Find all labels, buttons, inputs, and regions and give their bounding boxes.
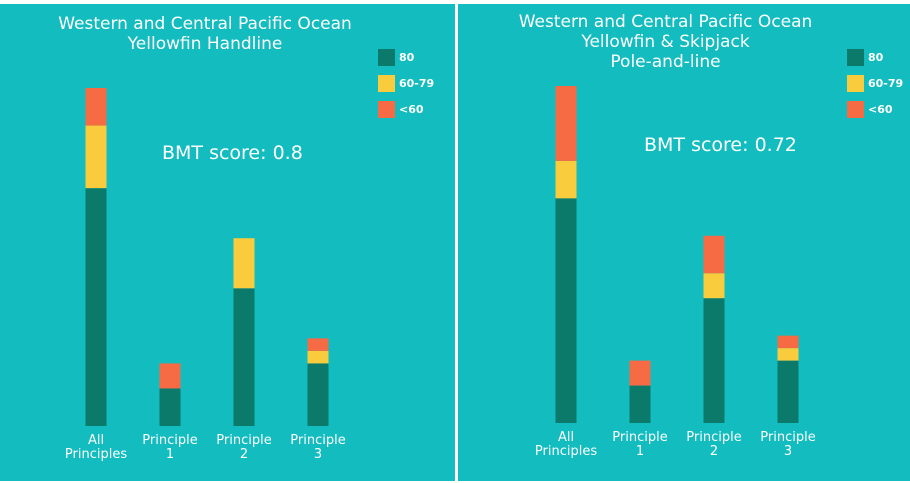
bar-segment-80-1: [555, 198, 577, 423]
legend-label-60-79: 60-79: [399, 76, 435, 90]
bar-segment-80-2: [159, 388, 181, 426]
bar-segment-lt60-4: [777, 335, 799, 349]
x-tick-label-4: Principle 3: [290, 433, 346, 462]
bar-segment-60-79-3: [233, 238, 255, 289]
chart-panel-right: Western and Central Pacific Ocean Yellow…: [458, 4, 910, 481]
chart-title: Western and Central Pacific Ocean Yellow…: [40, 14, 370, 54]
bar-segment-lt60-3: [703, 235, 725, 274]
bar-segment-80-2: [629, 385, 651, 423]
legend-swatch-80: [847, 48, 864, 66]
legend-swatch-80: [378, 48, 395, 66]
legend-label-80: 80: [399, 50, 415, 64]
bar-segment-80-1: [85, 188, 107, 426]
bmt-score-annotation: BMT score: 0.8: [162, 142, 303, 164]
legend-item-80: 80: [378, 44, 434, 70]
legend-swatch-60-79: [378, 74, 395, 92]
chart-title-line-2: Yellowfin Handline: [127, 34, 283, 54]
x-tick-label-1: All Principles: [534, 430, 598, 459]
bar-segment-80-4: [307, 363, 329, 426]
bar-segment-60-79-4: [777, 348, 799, 361]
legend-item-lt60: <60: [378, 96, 434, 122]
bar-segment-lt60-1: [85, 88, 107, 126]
bar-segment-80-4: [777, 360, 799, 423]
legend-label-lt60: <60: [868, 102, 893, 116]
bar-segment-80-3: [703, 298, 725, 423]
legend-swatch-lt60: [378, 100, 395, 118]
bar-segment-60-79-1: [555, 160, 577, 199]
chart-title: Western and Central Pacific Ocean Yellow…: [498, 12, 833, 72]
bar-segment-60-79-4: [307, 350, 329, 364]
bar-segment-lt60-1: [555, 86, 577, 161]
x-tick-label-3: Principle 2: [216, 433, 272, 462]
stacked-bar-chart: [555, 86, 799, 423]
bar-segment-lt60-4: [307, 338, 329, 351]
stacked-bar-chart: [85, 88, 329, 426]
bar-segment-lt60-2: [159, 363, 181, 389]
bar-segment-60-79-1: [85, 125, 107, 189]
bar-segment-lt60-2: [629, 360, 651, 386]
chart-panel-left: Western and Central Pacific Ocean Yellow…: [0, 4, 455, 481]
legend-label-60-79: 60-79: [868, 76, 904, 90]
x-tick-label-2: Principle 1: [612, 430, 668, 459]
legend-swatch-lt60: [847, 100, 864, 118]
x-tick-label-2: Principle 1: [142, 433, 198, 462]
x-tick-label-3: Principle 2: [686, 430, 742, 459]
chart-title-line-1: Western and Central Pacific Ocean: [518, 12, 813, 32]
x-tick-label-1: All Principles: [64, 433, 128, 462]
x-tick-label-4: Principle 3: [760, 430, 816, 459]
chart-title-line-1: Western and Central Pacific Ocean: [58, 14, 352, 34]
legend-swatch-60-79: [847, 74, 864, 92]
bar-segment-60-79-3: [703, 273, 725, 299]
legend-item-lt60: <60: [847, 96, 903, 122]
chart-title-line-2: Yellowfin & Skipjack: [581, 32, 750, 52]
chart-title-line-3: Pole-and-line: [610, 52, 721, 72]
legend-item-60-79: 60-79: [378, 70, 434, 96]
legend-item-60-79: 60-79: [847, 70, 903, 96]
legend-item-80: 80: [847, 44, 903, 70]
bmt-score-annotation: BMT score: 0.72: [644, 134, 797, 156]
bar-segment-80-3: [233, 288, 255, 426]
chart-legend: 80 60-79 <60: [847, 44, 903, 122]
legend-label-80: 80: [868, 50, 884, 64]
legend-label-lt60: <60: [399, 102, 424, 116]
chart-legend: 80 60-79 <60: [378, 44, 434, 122]
